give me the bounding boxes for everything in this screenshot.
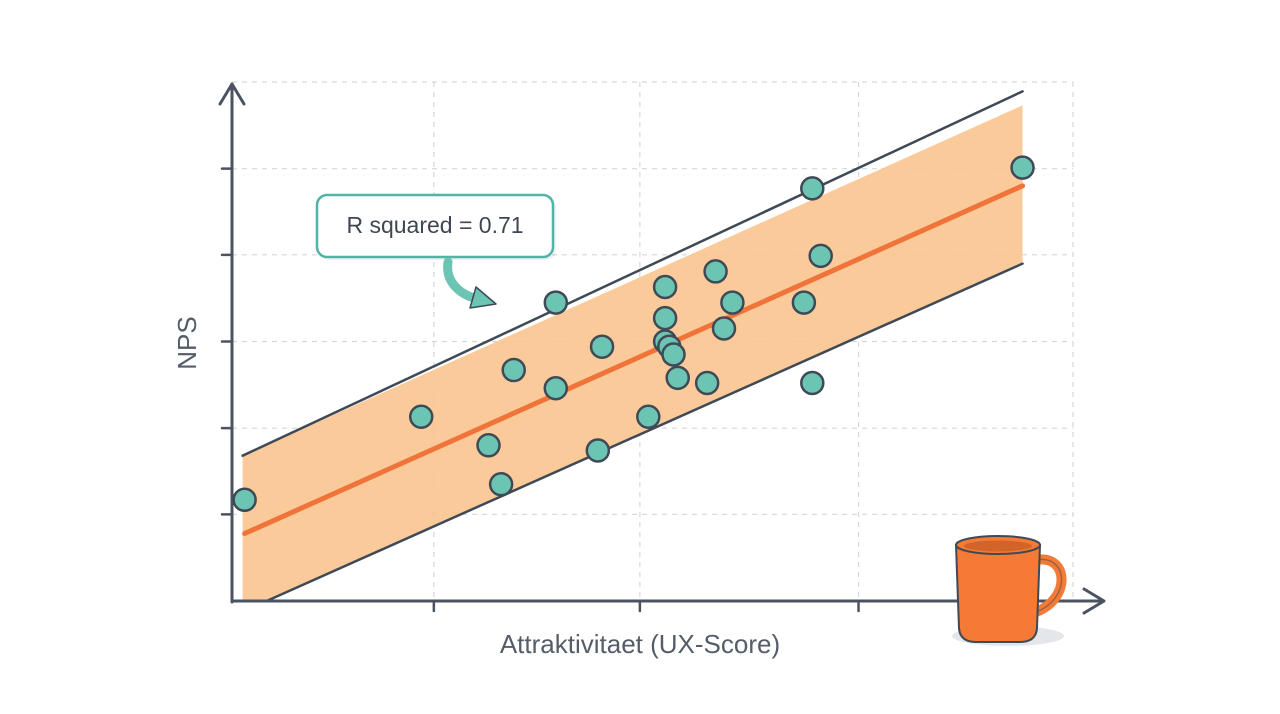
- data-point: [408, 404, 434, 430]
- data-point: [800, 370, 825, 396]
- data-point: [703, 259, 728, 284]
- data-point: [476, 433, 501, 458]
- data-point: [543, 290, 569, 315]
- axes: [218, 82, 1106, 615]
- y-axis-title: NPS: [172, 316, 202, 369]
- x-axis-title: Attraktivitaet (UX-Score): [500, 629, 780, 659]
- data-point: [808, 243, 833, 269]
- confidence-band: [241, 90, 1026, 603]
- annotation-arrowhead-icon: [469, 286, 497, 309]
- data-point: [488, 471, 514, 497]
- data-point: [720, 290, 745, 315]
- data-point: [543, 375, 569, 401]
- data-point: [665, 365, 690, 391]
- data-point: [652, 305, 678, 331]
- data-point: [711, 316, 737, 341]
- data-point: [800, 176, 825, 201]
- coffee-mug-icon: [952, 535, 1067, 646]
- confidence-band-area: [242, 105, 1023, 601]
- data-points: [232, 155, 1035, 513]
- y-axis-arrow-icon: [218, 82, 246, 106]
- data-point: [589, 334, 615, 359]
- r-squared-annotation: R squared = 0.71: [315, 193, 556, 309]
- data-point: [661, 342, 686, 367]
- confidence-band-upper-edge: [241, 90, 1024, 457]
- annotation-box: [315, 193, 555, 259]
- x-axis-arrow-icon: [1082, 587, 1106, 615]
- data-point: [791, 290, 817, 315]
- data-point: [636, 404, 661, 430]
- data-point: [232, 487, 257, 513]
- data-point: [652, 274, 678, 300]
- data-point: [694, 370, 720, 396]
- data-point: [1010, 155, 1035, 180]
- data-point: [501, 357, 526, 383]
- regression-fit-line: [242, 183, 1026, 537]
- confidence-band-lower-edge: [265, 262, 1024, 603]
- data-point: [585, 438, 611, 463]
- annotation-text: R squared = 0.71: [346, 212, 523, 238]
